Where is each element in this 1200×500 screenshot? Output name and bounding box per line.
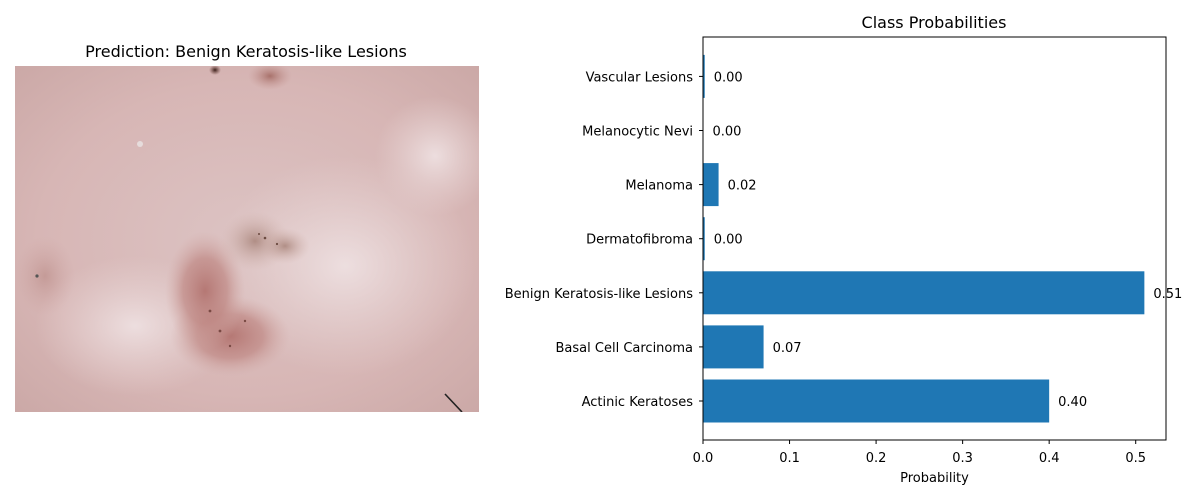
y-tick-label: Dermatofibroma: [586, 233, 693, 248]
x-axis-label: Probability: [900, 471, 969, 486]
bar-dermatofibroma: [703, 217, 705, 261]
y-tick-label: Actinic Keratoses: [582, 395, 694, 410]
bar-vascular-lesions: [703, 54, 705, 98]
bar-basal-cell-carcinoma: [703, 325, 764, 369]
chart-title: Class Probabilities: [861, 13, 1007, 32]
bar-value-label: 0.02: [728, 179, 757, 194]
y-axis: Actinic Keratoses Basal Cell Carcinoma Ben…: [505, 70, 703, 410]
bar-actinic-keratoses: [703, 379, 1050, 423]
x-tick-label: 0.5: [1125, 451, 1146, 466]
image-title: Prediction: Benign Keratosis-like Lesion…: [85, 42, 407, 61]
bar-melanoma: [703, 163, 719, 207]
x-tick-label: 0.2: [866, 451, 887, 466]
y-tick-label: Melanoma: [625, 179, 693, 194]
x-axis: 0.0 0.1 0.2 0.3 0.4 0.5: [693, 440, 1146, 466]
y-tick-label: Melanocytic Nevi: [582, 125, 693, 140]
bar-value-label: 0.40: [1058, 395, 1087, 410]
bar-value-label: 0.00: [714, 233, 743, 248]
bar-benign-keratosis-like-lesions: [703, 271, 1145, 315]
x-tick-label: 0.0: [693, 451, 714, 466]
lesion-image: [15, 66, 479, 412]
bar-value-label: 0.00: [713, 125, 742, 140]
bar-value-label: 0.07: [773, 341, 802, 356]
y-tick-label: Vascular Lesions: [586, 70, 694, 85]
y-tick-label: Basal Cell Carcinoma: [556, 341, 693, 356]
x-tick-label: 0.4: [1039, 451, 1060, 466]
bar-value-label: 0.51: [1153, 287, 1182, 302]
bars-group: 0.40 0.07 0.51 0.00 0.02 0.00 0.00: [703, 54, 1182, 423]
bar-value-label: 0.00: [714, 70, 743, 85]
x-tick-label: 0.1: [779, 451, 800, 466]
y-tick-label: Benign Keratosis-like Lesions: [505, 287, 693, 302]
lesion-photo: [15, 66, 479, 412]
x-tick-label: 0.3: [952, 451, 973, 466]
